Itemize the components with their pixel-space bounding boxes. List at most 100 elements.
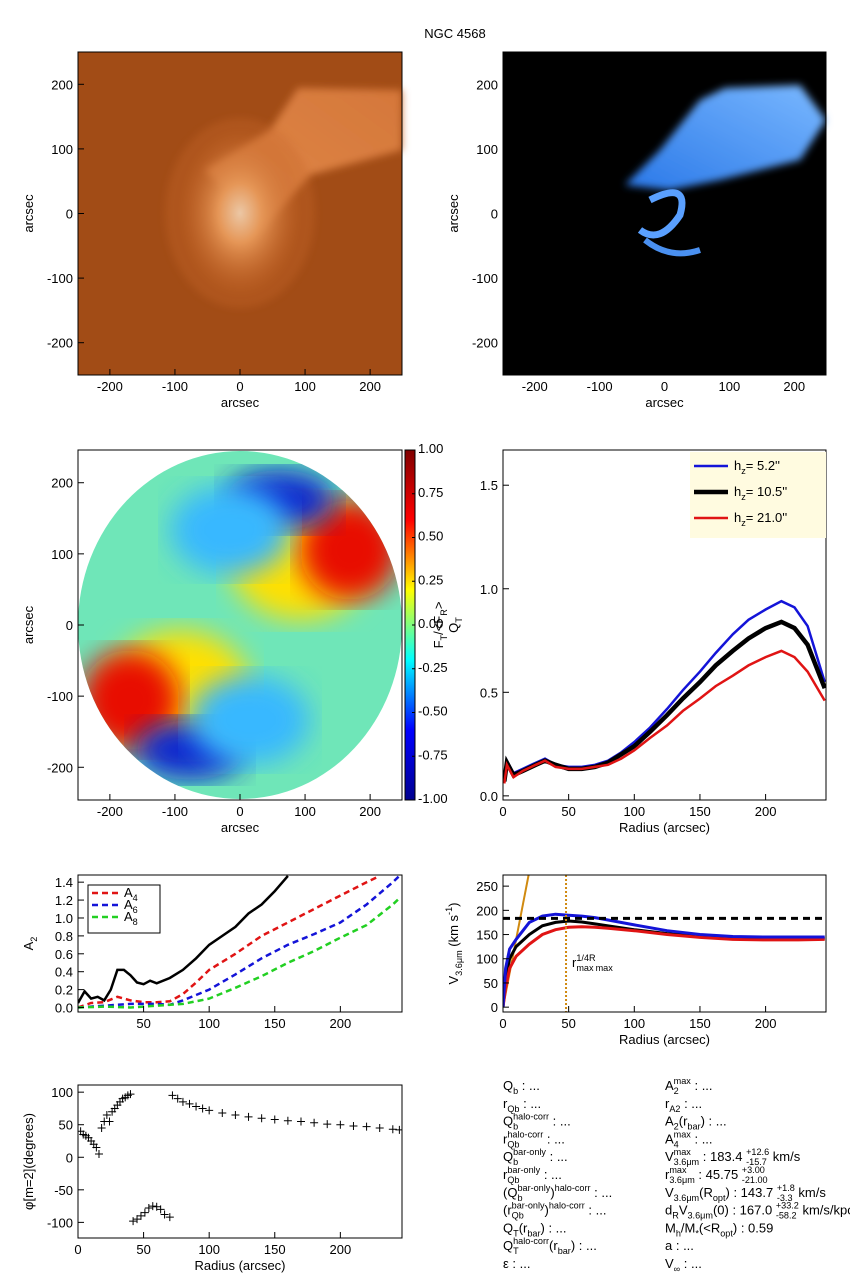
text-part: -58.2 [776,1211,797,1221]
point [336,1120,345,1129]
text-part: T [439,634,449,640]
text-part: a : ... [665,1238,694,1253]
text-part: ε : ... [503,1256,530,1271]
text-part: A [124,909,133,924]
x-tick-label: 50 [136,1016,150,1031]
x-tick-label: 100 [198,1242,220,1257]
text-part: bar-only [512,1201,545,1211]
text-part: (r [549,1238,558,1253]
text-part: Qb [507,1104,519,1114]
x-tick-label: 50 [136,1242,150,1257]
x-tick-label: 200 [329,1242,351,1257]
x-tick-label: 0 [499,804,506,819]
series-line [503,912,825,1008]
parameter: rA2 : ... [665,1096,702,1114]
text-part: bar [527,1228,540,1238]
colorbar-tick-label: -0.75 [418,747,448,762]
text-part: max [576,963,594,973]
y-axis-label: arcsec [21,194,36,233]
text-part: : ... [680,1096,702,1111]
text-part: Qb [507,1139,519,1149]
text-part: = 21.0'' [746,510,787,525]
text-part: A [665,1131,674,1146]
x-tick-label: 150 [689,1016,711,1031]
text-part: ) [545,1203,549,1218]
text-part: r [572,955,577,970]
text-part: bar-only [513,1147,546,1157]
text-part: (Q [503,1185,517,1200]
text-part: 6 [133,905,138,915]
plot-frame [502,449,827,801]
parameter: (rbar-only Qb)halo-corr : ... [503,1201,606,1221]
text-part: : ... [519,1096,541,1111]
point [136,1211,145,1220]
y-tick-label: -50 [54,1183,73,1198]
y-axis-label: QT [446,617,464,633]
text-part: 3.6μm [454,950,464,975]
plot-frame [77,1084,403,1239]
plot-frame [77,874,403,1013]
point [323,1120,332,1129]
text-part: * [695,1228,699,1238]
series-line [503,599,826,780]
legend-box [87,884,161,934]
point [270,1115,279,1124]
point [165,1213,174,1222]
text-part: 3.6μm [674,1193,699,1203]
plot-frame [502,874,827,1013]
series-line [503,619,826,782]
point [126,1090,135,1099]
legend-label: hz= 5.2'' [734,458,780,476]
y-axis-label: V3.6μm (km s-1) [444,903,464,985]
panel: -200 -100 0 100 200 -200 -100 0 100 200 arcsec arcs… [21,441,449,835]
x-tick-label: -100 [162,379,188,394]
text-part: : ... [543,1131,565,1146]
text-part: (0) : 167.0 [713,1203,776,1218]
y-tick-label: 0 [491,207,498,222]
point [257,1114,266,1123]
x-tick-label: 100 [294,804,316,819]
point [97,1123,106,1132]
x-tick-label: 100 [198,1016,220,1031]
text-part: b [517,1193,522,1203]
point [375,1123,384,1132]
panel: 0 50 100 150 200 0 50 100 150 200 250 Radius (arcse… [444,874,827,1047]
point [92,1143,101,1152]
parameter: Mh/M*(<Ropt) : 0.59 [665,1220,773,1238]
text-part: ) : ... [541,1220,567,1235]
colorbar-tick-label: -1.00 [418,791,448,806]
text-part: T [513,1228,519,1238]
x-tick-label: 0 [499,1016,506,1031]
text-part: Qb [507,1175,519,1185]
point [244,1112,253,1121]
plot-area [78,875,401,1009]
text-part: ) : ... [571,1238,597,1253]
point [148,1202,157,1211]
point [133,1215,142,1224]
text-part: A [21,941,36,950]
text-part: ) : ... [701,1114,727,1129]
y-tick-label: 50 [59,1118,73,1133]
y-tick-label: 0 [491,1000,498,1015]
parameter: Vmax 3.6μm : 183.4 +12.6 -15.7 km/s [665,1147,801,1167]
panel: -200 -100 0 100 200 -200 -100 0 100 200 arcsec arcs… [21,51,403,410]
text-part: bar [687,1122,700,1132]
x-axis-label: Radius (arcsec) [194,1258,285,1273]
text-part: V [665,1149,674,1164]
text-part: 2 [29,937,39,942]
series-line [78,875,401,1009]
x-tick-label: -100 [587,379,613,394]
text-part: : ... [518,1078,540,1093]
parameter: (Qbar-only b)halo-corr : ... [503,1183,612,1203]
y-tick-label: 0.0 [480,789,498,804]
y-axis-label: arcsec [21,605,36,644]
text-part: > [431,602,446,610]
text-part: -21.00 [742,1175,768,1185]
text-part: (km s [446,914,461,950]
point [102,1110,111,1119]
text-part: F [431,640,446,648]
text-part: -1 [444,907,454,915]
x-tick-label: 200 [755,1016,777,1031]
text-part: +3.00 [742,1165,765,1175]
point [395,1125,402,1134]
